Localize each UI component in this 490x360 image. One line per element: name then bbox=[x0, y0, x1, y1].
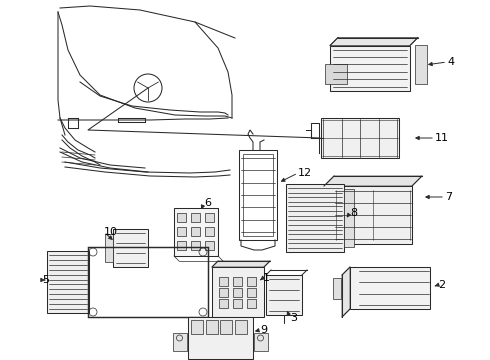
Text: 12: 12 bbox=[298, 168, 312, 178]
Bar bbox=[309, 191, 323, 239]
Text: 10: 10 bbox=[104, 227, 118, 237]
Polygon shape bbox=[330, 37, 418, 45]
Bar bbox=[47, 251, 89, 313]
Bar bbox=[88, 247, 208, 317]
Bar bbox=[321, 118, 399, 158]
Bar bbox=[212, 267, 264, 317]
Polygon shape bbox=[342, 267, 350, 317]
Bar bbox=[113, 229, 147, 267]
Text: 3: 3 bbox=[290, 313, 297, 323]
Bar bbox=[191, 320, 203, 334]
Bar bbox=[324, 186, 412, 244]
Bar bbox=[219, 299, 228, 308]
Bar bbox=[191, 241, 200, 250]
Bar bbox=[205, 241, 214, 250]
Bar bbox=[205, 213, 214, 222]
Bar bbox=[172, 333, 187, 351]
Bar bbox=[174, 208, 218, 256]
Bar bbox=[415, 45, 427, 84]
Text: 2: 2 bbox=[438, 280, 445, 290]
Bar bbox=[333, 278, 341, 298]
Bar bbox=[205, 227, 214, 236]
Bar bbox=[220, 320, 232, 334]
Bar bbox=[219, 277, 228, 286]
Text: 6: 6 bbox=[204, 198, 211, 208]
Bar bbox=[247, 277, 256, 286]
Bar bbox=[233, 288, 242, 297]
Bar bbox=[325, 64, 347, 84]
Bar bbox=[188, 317, 252, 359]
Bar bbox=[104, 234, 113, 262]
Bar bbox=[344, 189, 354, 247]
Bar bbox=[177, 241, 186, 250]
Bar bbox=[330, 45, 410, 90]
Text: 7: 7 bbox=[445, 192, 452, 202]
Bar bbox=[253, 333, 268, 351]
Bar bbox=[233, 299, 242, 308]
Bar bbox=[191, 227, 200, 236]
Bar bbox=[286, 184, 344, 252]
Bar bbox=[177, 227, 186, 236]
Bar bbox=[206, 320, 218, 334]
Text: 8: 8 bbox=[350, 208, 357, 218]
Bar bbox=[177, 213, 186, 222]
Bar bbox=[247, 299, 256, 308]
Bar bbox=[235, 320, 247, 334]
Bar bbox=[266, 275, 302, 315]
Bar bbox=[191, 213, 200, 222]
Bar bbox=[350, 267, 430, 309]
Text: 4: 4 bbox=[447, 57, 454, 67]
Bar bbox=[239, 150, 277, 240]
Text: 1: 1 bbox=[263, 273, 270, 283]
Bar bbox=[233, 277, 242, 286]
Bar bbox=[219, 288, 228, 297]
Text: 11: 11 bbox=[435, 133, 449, 143]
Polygon shape bbox=[324, 176, 422, 186]
Text: 5: 5 bbox=[42, 275, 49, 285]
Polygon shape bbox=[212, 261, 270, 267]
Bar bbox=[247, 288, 256, 297]
Bar bbox=[243, 154, 273, 236]
Text: 9: 9 bbox=[260, 325, 267, 335]
